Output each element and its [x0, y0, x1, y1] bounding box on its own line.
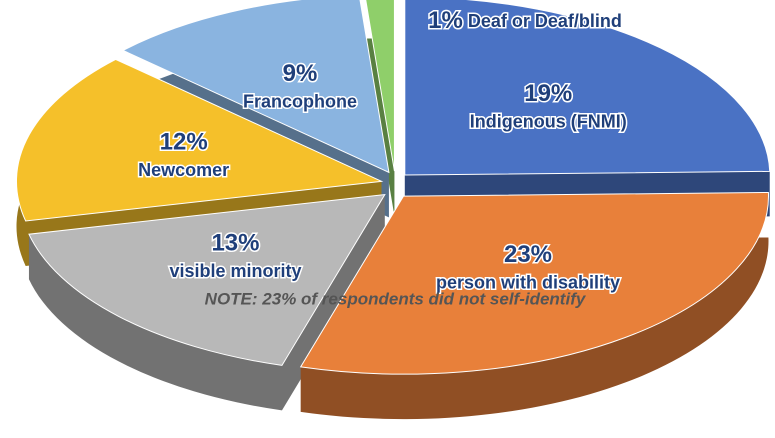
slice — [299, 191, 769, 375]
category-label: Deaf or Deaf/blind — [468, 11, 622, 31]
value-label: 1% — [428, 7, 463, 34]
labels: 19% Indigenous (FNMI) 23% person with disab… — [137, 6, 629, 294]
category-label: visible minority — [169, 261, 301, 281]
category-label: Indigenous (FNMI) — [470, 111, 627, 131]
slice — [121, 0, 390, 174]
category-label: Francophone — [243, 92, 357, 112]
slice — [404, 0, 771, 176]
pie — [16, 0, 771, 420]
slice — [28, 193, 386, 366]
slice-side — [300, 192, 769, 420]
value-label: 9% — [283, 60, 318, 87]
value-label: 12% — [160, 128, 208, 155]
category-label: person with disability — [436, 273, 620, 293]
value-label: 19% — [524, 80, 572, 107]
annotation: NOTE: 23% of respondents did not self-id… — [205, 289, 587, 308]
category-label: Newcomer — [138, 160, 229, 180]
slice — [16, 58, 384, 222]
slice — [365, 0, 395, 172]
slice-label: 1% Deaf or Deaf/blind — [428, 7, 622, 34]
value-label: 23% — [504, 241, 552, 268]
value-label: 13% — [211, 230, 259, 257]
